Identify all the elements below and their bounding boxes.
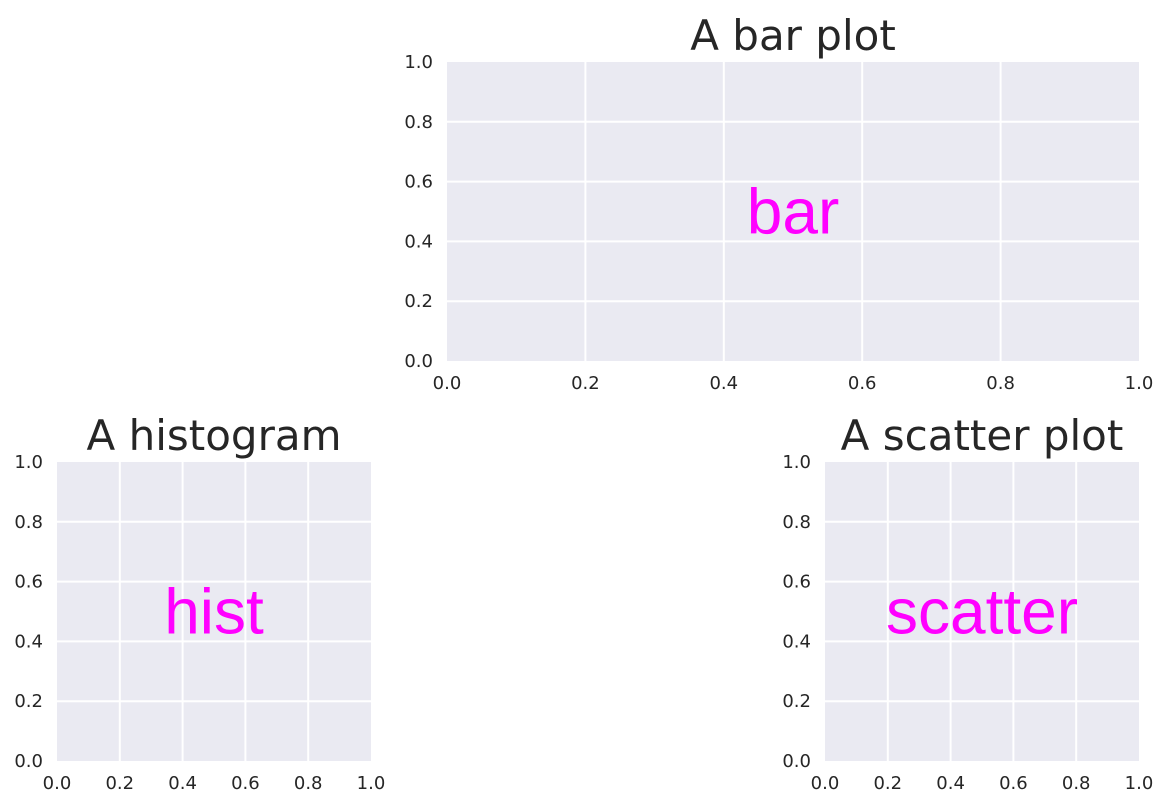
hist-xtick-label: 0.2	[105, 773, 134, 794]
hist-ytick-label: 1.0	[14, 452, 43, 473]
scatter-ytick-label: 0.8	[782, 512, 811, 533]
hist-axes-background	[57, 462, 371, 761]
scatter-xtick-label: 1.0	[1125, 773, 1154, 794]
bar-xtick-label: 0.6	[848, 373, 877, 394]
bar-chart-title: A bar plot	[690, 11, 896, 60]
hist-ytick-label: 0.0	[14, 751, 43, 772]
bar-xtick-label: 1.0	[1125, 373, 1154, 394]
bar-xtick-label: 0.2	[571, 373, 600, 394]
bar-ytick-label: 0.4	[404, 231, 433, 252]
bar-ytick-label: 0.0	[404, 351, 433, 372]
hist-xtick-label: 0.8	[294, 773, 323, 794]
scatter-ytick-label: 0.6	[782, 572, 811, 593]
hist-xtick-label: 0.6	[231, 773, 260, 794]
scatter-center-annotation: scatter	[886, 576, 1078, 648]
hist-xtick-label: 0.0	[43, 773, 72, 794]
scatter-chart-title: A scatter plot	[841, 411, 1124, 460]
scatter-xtick-label: 0.0	[811, 773, 840, 794]
bar-xtick-label: 0.8	[986, 373, 1015, 394]
scatter-ytick-label: 0.2	[782, 691, 811, 712]
scatter-ytick-label: 0.0	[782, 751, 811, 772]
scatter-axes-background	[825, 462, 1139, 761]
hist-ytick-label: 0.4	[14, 631, 43, 652]
bar-chart: 0.0 0.2 0.4 0.6 0.8 1.0 0.0 0.2 0.4 0.6 0.8 1.0 A ba…	[404, 11, 1153, 394]
bar-center-annotation: bar	[747, 176, 840, 248]
scatter-xtick-label: 0.6	[999, 773, 1028, 794]
bar-xtick-label: 0.4	[709, 373, 738, 394]
hist-xtick-label: 1.0	[357, 773, 386, 794]
hist-center-annotation: hist	[164, 576, 264, 648]
hist-chart-title: A histogram	[87, 411, 342, 460]
bar-ytick-label: 1.0	[404, 52, 433, 73]
hist-ytick-label: 0.6	[14, 572, 43, 593]
scatter-xtick-label: 0.8	[1062, 773, 1091, 794]
bar-ytick-label: 0.6	[404, 172, 433, 193]
scatter-ytick-label: 0.4	[782, 631, 811, 652]
scatter-xtick-label: 0.2	[873, 773, 902, 794]
scatter-ytick-label: 1.0	[782, 452, 811, 473]
hist-chart: 0.0 0.2 0.4 0.6 0.8 1.0 0.0 0.2 0.4 0.6 0.8 1.0 A hi…	[14, 411, 385, 794]
bar-ytick-label: 0.8	[404, 112, 433, 133]
bar-xtick-label: 0.0	[433, 373, 462, 394]
bar-axes-background	[447, 62, 1139, 361]
bar-ytick-label: 0.2	[404, 291, 433, 312]
hist-ytick-label: 0.2	[14, 691, 43, 712]
scatter-chart: 0.0 0.2 0.4 0.6 0.8 1.0 0.0 0.2 0.4 0.6 0.8 1.0 A sc…	[782, 411, 1153, 794]
hist-xtick-label: 0.4	[168, 773, 197, 794]
scatter-xtick-label: 0.4	[936, 773, 965, 794]
hist-ytick-label: 0.8	[14, 512, 43, 533]
